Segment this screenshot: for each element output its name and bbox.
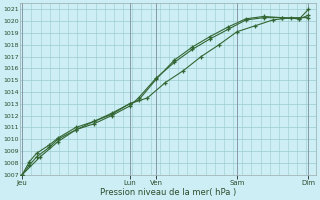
X-axis label: Pression niveau de la mer( hPa ): Pression niveau de la mer( hPa )	[100, 188, 236, 197]
